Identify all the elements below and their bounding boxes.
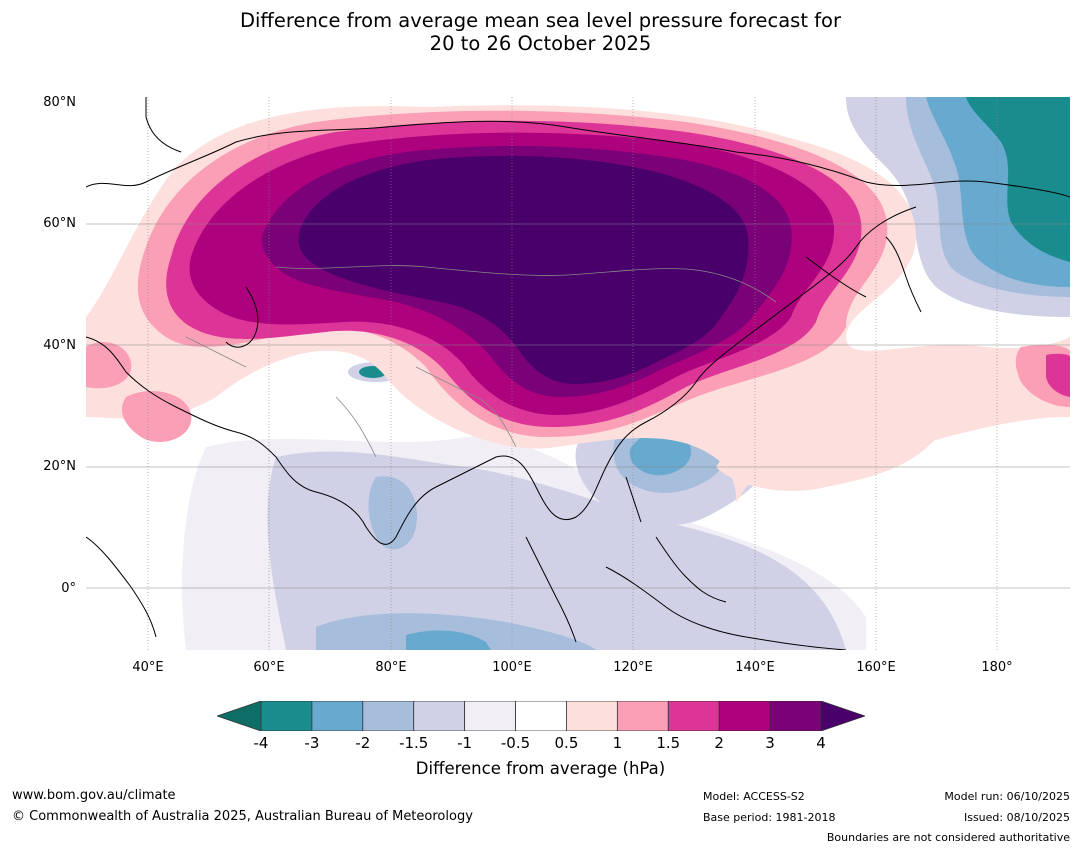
coastlines bbox=[86, 97, 1070, 650]
borders bbox=[185, 265, 777, 458]
colorbar-tick-label: 2 bbox=[714, 734, 724, 752]
lon-label-120e: 120°E bbox=[613, 660, 653, 675]
colorbar-swatch bbox=[769, 701, 822, 731]
lat-label-40n: 40°N bbox=[43, 338, 76, 353]
anomaly-pos-mideast bbox=[86, 342, 132, 389]
anomaly-neg-south-ocean-core bbox=[406, 630, 491, 650]
colorbar bbox=[217, 701, 865, 731]
colorbar-swatch bbox=[464, 701, 516, 731]
anomaly-pos-arabia bbox=[121, 391, 192, 442]
map-svg bbox=[86, 97, 1070, 650]
boundaries-text: Boundaries are not considered authoritat… bbox=[826, 831, 1070, 844]
anomaly-pos-far-east-core bbox=[1046, 353, 1070, 397]
colorbar-swatch bbox=[718, 701, 771, 731]
lat-label-60n: 60°N bbox=[43, 216, 76, 231]
pressure-anomaly-map bbox=[86, 97, 1070, 650]
colorbar-swatch bbox=[667, 701, 720, 731]
chart-title: Difference from average mean sea level p… bbox=[0, 9, 1081, 55]
colorbar-label: Difference from average (hPa) bbox=[415, 759, 666, 778]
colorbar-tick-label: 4 bbox=[816, 734, 826, 752]
colorbar-tick-label: 1.5 bbox=[656, 734, 681, 752]
lon-label-80e: 80°E bbox=[375, 660, 407, 675]
title-line-2: 20 to 26 October 2025 bbox=[429, 32, 652, 55]
graticule bbox=[86, 97, 1070, 650]
base-period-text: Base period: 1981-2018 bbox=[703, 811, 836, 824]
colorbar-swatch bbox=[515, 701, 567, 731]
anomaly-pos-pacific-east bbox=[716, 388, 946, 491]
model-text: Model: ACCESS-S2 bbox=[703, 790, 805, 803]
lat-label-80n: 80°N bbox=[43, 95, 76, 110]
colorbar-tick-label: -1.5 bbox=[399, 734, 429, 752]
colorbar-tick-label: -1 bbox=[457, 734, 473, 752]
anomaly-pos-core bbox=[298, 155, 749, 384]
colorbar-tick-label: -4 bbox=[253, 734, 269, 752]
website-link[interactable]: www.bom.gov.au/climate bbox=[12, 788, 176, 803]
lat-label-0: 0° bbox=[61, 581, 76, 596]
colorbar-tick-label: -0.5 bbox=[500, 734, 531, 752]
anomaly-neg-north-pacific-core bbox=[966, 97, 1070, 262]
model-run-text: Model run: 06/10/2025 bbox=[944, 790, 1070, 803]
colorbar-tick-label: 3 bbox=[765, 734, 775, 752]
issued-text: Issued: 08/10/2025 bbox=[963, 811, 1070, 824]
lon-label-140e: 140°E bbox=[735, 660, 775, 675]
colorbar-tick-label: -2 bbox=[355, 734, 371, 752]
colorbar-swatch bbox=[260, 701, 313, 731]
colorbar-tick-label: 1 bbox=[612, 734, 623, 752]
lon-label-160e: 160°E bbox=[856, 660, 896, 675]
colorbar-swatch bbox=[362, 701, 415, 731]
colorbar-tick-label: 0.5 bbox=[554, 734, 579, 752]
lon-label-60e: 60°E bbox=[253, 660, 285, 675]
anomaly-neg-bay-of-bengal bbox=[368, 476, 417, 550]
lon-label-100e: 100°E bbox=[492, 660, 532, 675]
lon-label-180: 180° bbox=[981, 660, 1013, 675]
lat-label-20n: 20°N bbox=[43, 459, 76, 474]
lon-label-40e: 40°E bbox=[132, 660, 164, 675]
colorbar-extend-high bbox=[820, 701, 865, 731]
colorbar-swatch bbox=[616, 701, 669, 731]
title-line-1: Difference from average mean sea level p… bbox=[240, 9, 841, 32]
colorbar-swatch bbox=[311, 701, 364, 731]
colorbar-tick-label: -3 bbox=[304, 734, 320, 752]
anomaly-neg-south-ocean bbox=[316, 613, 596, 650]
colorbar-swatch bbox=[566, 701, 618, 731]
colorbar-extend-low bbox=[217, 701, 262, 731]
anomaly-neg-philippine-sea-core bbox=[629, 432, 691, 476]
colorbar-swatch bbox=[413, 701, 466, 731]
copyright-text: © Commonwealth of Australia 2025, Austra… bbox=[12, 809, 473, 824]
